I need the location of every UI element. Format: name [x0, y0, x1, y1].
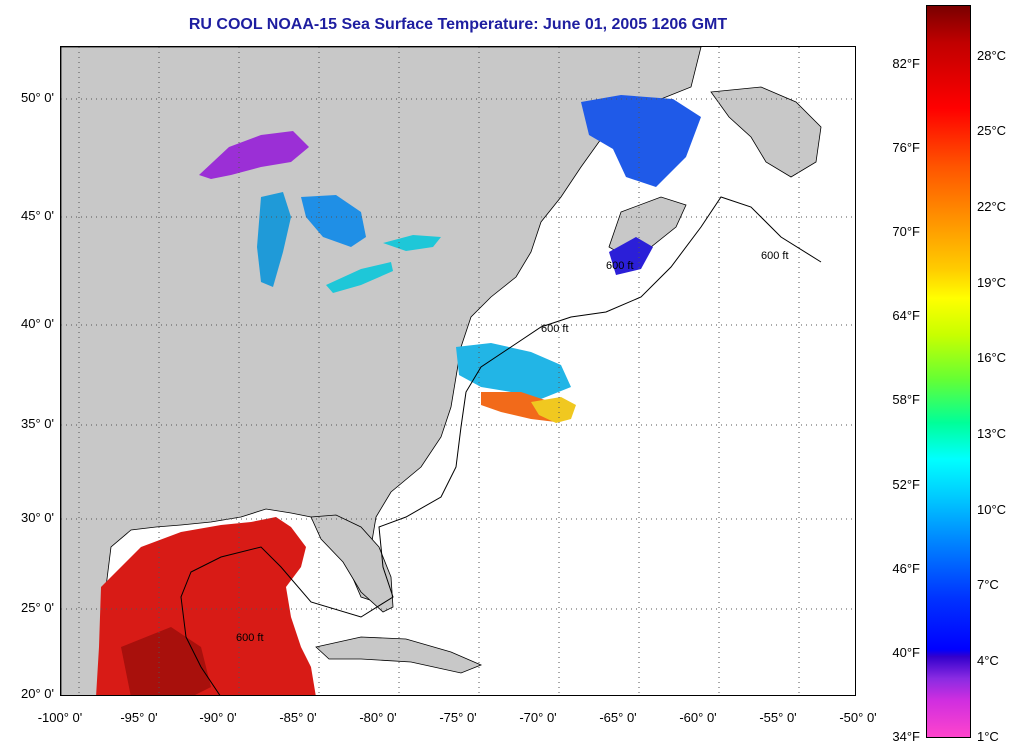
colorbar-label-fahrenheit: 46°F [892, 561, 920, 576]
lon-label: -75° 0' [439, 710, 477, 725]
lake-erie [326, 262, 393, 293]
colorbar-label-celsius: 28°C [977, 48, 1007, 63]
lon-label: -70° 0' [519, 710, 557, 725]
colorbar-label-fahrenheit: 70°F [892, 224, 920, 239]
land-cuba [315, 636, 483, 674]
lon-label: -90° 0' [199, 710, 237, 725]
colorbar-label-celsius: 7°C [977, 577, 999, 592]
lon-label: -100° 0' [37, 710, 83, 725]
colorbar-label-fahrenheit: 40°F [892, 645, 920, 660]
sst-gulf-stream-yellow [531, 397, 576, 423]
colorbar-label-celsius: 13°C [977, 426, 1007, 441]
lon-label: -80° 0' [359, 710, 397, 725]
lat-label: 40° 0' [21, 316, 54, 331]
land-newfoundland [710, 86, 822, 178]
lon-label: -85° 0' [279, 710, 317, 725]
colorbar-label-fahrenheit: 34°F [892, 729, 920, 744]
graticule [61, 47, 855, 695]
lat-label: 30° 0' [21, 510, 54, 525]
lat-label: 25° 0' [21, 600, 54, 615]
colorbar-label-celsius: 22°C [977, 199, 1007, 214]
lake-huron [301, 195, 366, 247]
sst-map: 600 ft 600 ft 600 ft 600 ft [60, 46, 856, 696]
sst-gulf-of-mexico-dark [121, 627, 211, 695]
colorbar-label-celsius: 19°C [977, 275, 1007, 290]
contour-label: 600 ft [606, 260, 634, 272]
lat-label: 35° 0' [21, 416, 54, 431]
lake-superior [199, 131, 309, 179]
colorbar-label-celsius: 16°C [977, 350, 1007, 365]
contour-label: 600 ft [761, 250, 789, 262]
contour-label: 600 ft [236, 632, 264, 644]
contour-label: 600 ft [541, 323, 569, 335]
sst-gulf-of-maine [609, 237, 653, 275]
colorbar-label-fahrenheit: 58°F [892, 392, 920, 407]
colorbar-label-celsius: 4°C [977, 653, 999, 668]
lon-label: -50° 0' [839, 710, 877, 725]
map-title: RU COOL NOAA-15 Sea Surface Temperature:… [188, 16, 728, 33]
lon-label: -65° 0' [599, 710, 637, 725]
colorbar-label-fahrenheit: 82°F [892, 56, 920, 71]
lake-ontario [383, 235, 441, 251]
colorbar-label-fahrenheit: 76°F [892, 140, 920, 155]
sst-gulf-st-lawrence [581, 95, 701, 187]
lat-label: 50° 0' [21, 90, 54, 105]
lake-michigan [257, 192, 291, 287]
lon-label: -60° 0' [679, 710, 717, 725]
temperature-colorbar [926, 5, 971, 738]
colorbar-label-fahrenheit: 64°F [892, 308, 920, 323]
map-canvas: 600 ft 600 ft 600 ft 600 ft [61, 47, 855, 695]
lat-label: 45° 0' [21, 208, 54, 223]
colorbar-label-celsius: 10°C [977, 502, 1007, 517]
lon-label: -95° 0' [120, 710, 158, 725]
lat-label: 20° 0' [21, 686, 54, 701]
colorbar-label-celsius: 1°C [977, 729, 999, 744]
sst-mid-atlantic [456, 343, 571, 399]
isobath-600ft [180, 196, 822, 695]
colorbar-label-fahrenheit: 52°F [892, 477, 920, 492]
land-florida [310, 514, 394, 613]
colorbar-label-celsius: 25°C [977, 123, 1007, 138]
lon-label: -55° 0' [759, 710, 797, 725]
